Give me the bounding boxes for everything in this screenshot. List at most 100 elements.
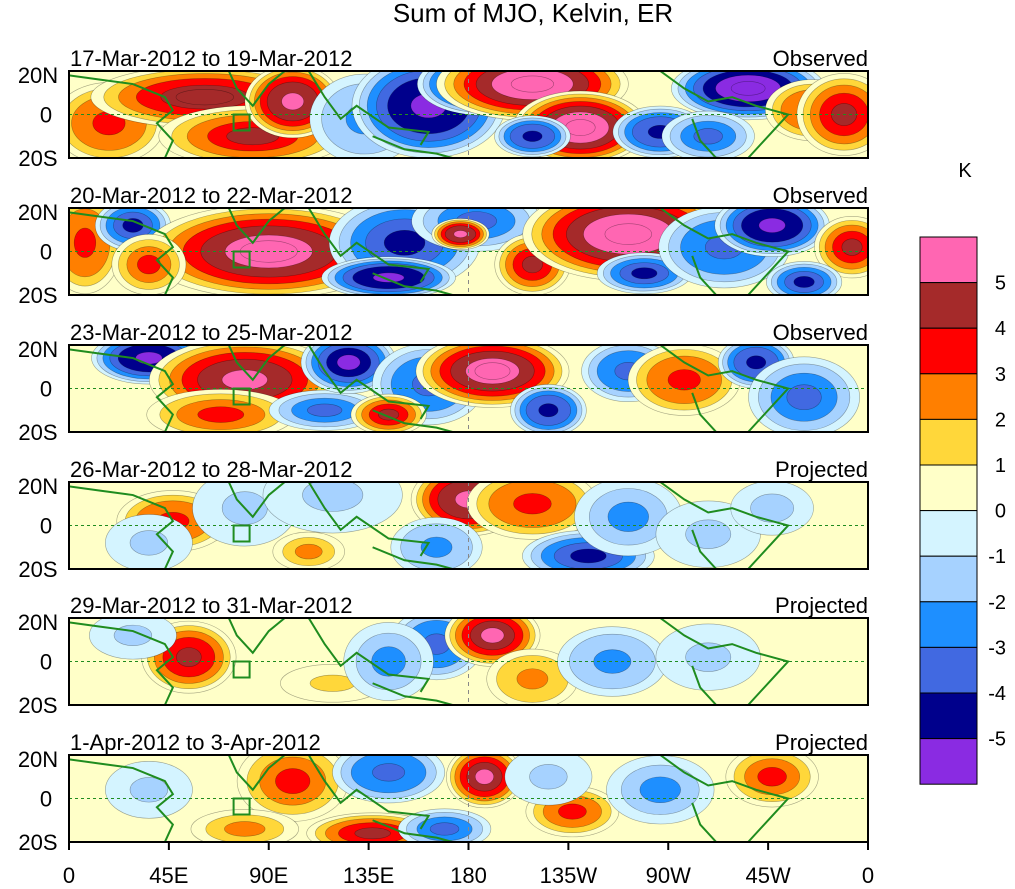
latitude-label: 0 — [40, 787, 52, 812]
south-america-west-coast — [691, 255, 717, 295]
latitude-label: 20S — [18, 283, 57, 308]
contour-band — [474, 768, 495, 785]
latitude-label: 0 — [40, 103, 52, 128]
map-panel: 20N 0 20S 23-Mar-2012 to 25-Mar-2012 Observe… — [18, 320, 869, 445]
contour-band — [570, 548, 607, 564]
colorbar-tick-label: -3 — [988, 637, 1006, 659]
contour-band — [221, 369, 268, 390]
india-coast — [227, 482, 286, 519]
colorbar: K 5 4 3 2 1 0 -1 -2 -3 -4 -5 — [919, 160, 1006, 785]
contour-band — [513, 493, 552, 515]
americas-coast — [659, 482, 790, 569]
panel-type: Observed — [773, 183, 868, 208]
contour-band — [275, 768, 311, 794]
contour-band — [786, 384, 822, 411]
contour-band — [558, 803, 587, 820]
map-panel: 20N 0 20S 29-Mar-2012 to 31-Mar-2012 Project… — [18, 593, 869, 718]
latitude-label: 20N — [18, 337, 58, 362]
africa-coast — [69, 74, 175, 158]
contour-band — [129, 530, 169, 556]
latitude-label: 0 — [40, 514, 52, 539]
colorbar-swatch — [919, 418, 978, 466]
coastline — [69, 208, 790, 295]
coastline — [69, 755, 790, 842]
india-coast — [227, 208, 286, 245]
contour-band — [604, 223, 653, 245]
colorbar-swatch — [919, 646, 978, 694]
se-asia-coast — [307, 755, 431, 830]
longitude-label: 135E — [343, 863, 394, 888]
contour-band — [841, 238, 863, 256]
india-coast — [227, 755, 286, 792]
colorbar-swatch — [919, 236, 978, 284]
india-coast — [227, 345, 286, 382]
colorbar-tick-label: 5 — [995, 273, 1006, 295]
contour-band — [631, 267, 658, 280]
americas-coast — [659, 345, 790, 432]
colorbar-tick-label: -5 — [988, 729, 1006, 751]
region-box — [232, 797, 251, 816]
panel-type: Projected — [775, 593, 868, 618]
contour-band — [521, 255, 543, 274]
australia-coast — [372, 272, 453, 295]
se-asia-coast — [307, 208, 431, 283]
south-america-west-coast — [691, 802, 717, 842]
contour-band — [522, 130, 543, 142]
colorbar-swatch — [919, 373, 978, 420]
americas-coast — [659, 618, 790, 705]
longitude-label: 0 — [862, 863, 874, 888]
contour-band — [639, 776, 681, 804]
contour-band — [685, 519, 732, 549]
colorbar-swatch — [919, 510, 978, 557]
africa-coast — [69, 211, 175, 295]
latitude-label: 20S — [18, 146, 57, 171]
india-coast — [227, 71, 286, 108]
region-box — [232, 250, 251, 269]
colorbar-tick-label: 2 — [995, 409, 1006, 431]
colorbar-unit: K — [958, 160, 972, 182]
contour-band — [281, 92, 305, 111]
colorbar-swatch — [919, 282, 978, 329]
australia-coast — [372, 135, 453, 158]
contour-band — [197, 406, 245, 423]
latitude-label: 20N — [18, 63, 58, 88]
australia-coast — [372, 409, 453, 432]
panel-period: 23-Mar-2012 to 25-Mar-2012 — [70, 320, 352, 345]
colorbar-swatch — [919, 555, 978, 603]
panel-type: Projected — [775, 730, 868, 755]
americas-coast — [659, 208, 790, 295]
colorbar-tick-label: 1 — [995, 455, 1006, 477]
latitude-label: 20N — [18, 200, 58, 225]
panel-period: 29-Mar-2012 to 31-Mar-2012 — [70, 593, 352, 618]
map-panel: 20N 0 20S 26-Mar-2012 to 28-Mar-2012 Project… — [18, 457, 869, 582]
contour-band — [757, 767, 787, 787]
longitude-label: 0 — [63, 863, 75, 888]
contour-band — [529, 764, 568, 790]
contour-band — [746, 355, 767, 370]
africa-coast — [69, 485, 175, 569]
contour-band — [750, 493, 795, 523]
anomaly-field — [69, 618, 868, 705]
africa-coast — [69, 758, 175, 842]
longitude-label: 180 — [450, 863, 487, 888]
contour-band — [383, 230, 426, 256]
colorbar-ticks: 5 4 3 2 1 0 -1 -2 -3 -4 -5 — [988, 273, 1006, 751]
contour-band — [137, 254, 161, 275]
latitude-label: 0 — [40, 650, 52, 675]
contour-band — [372, 763, 406, 782]
contour-band — [685, 642, 732, 672]
colorbar-tick-label: 0 — [995, 501, 1006, 523]
region-box — [232, 524, 251, 543]
panel-frame — [68, 481, 869, 570]
americas-coast — [659, 755, 790, 842]
south-america-west-coast — [691, 118, 717, 158]
contour-band — [510, 75, 555, 93]
region-box — [232, 113, 251, 132]
contour-band — [516, 668, 549, 690]
latitude-label: 20S — [18, 693, 57, 718]
contour-band — [480, 627, 505, 644]
contour-band — [758, 217, 786, 233]
anomaly-field — [69, 482, 868, 569]
panels: 20N 0 20S 17-Mar-2012 to 19-Mar-2012 Observe… — [18, 46, 869, 855]
anomaly-field — [69, 208, 868, 295]
